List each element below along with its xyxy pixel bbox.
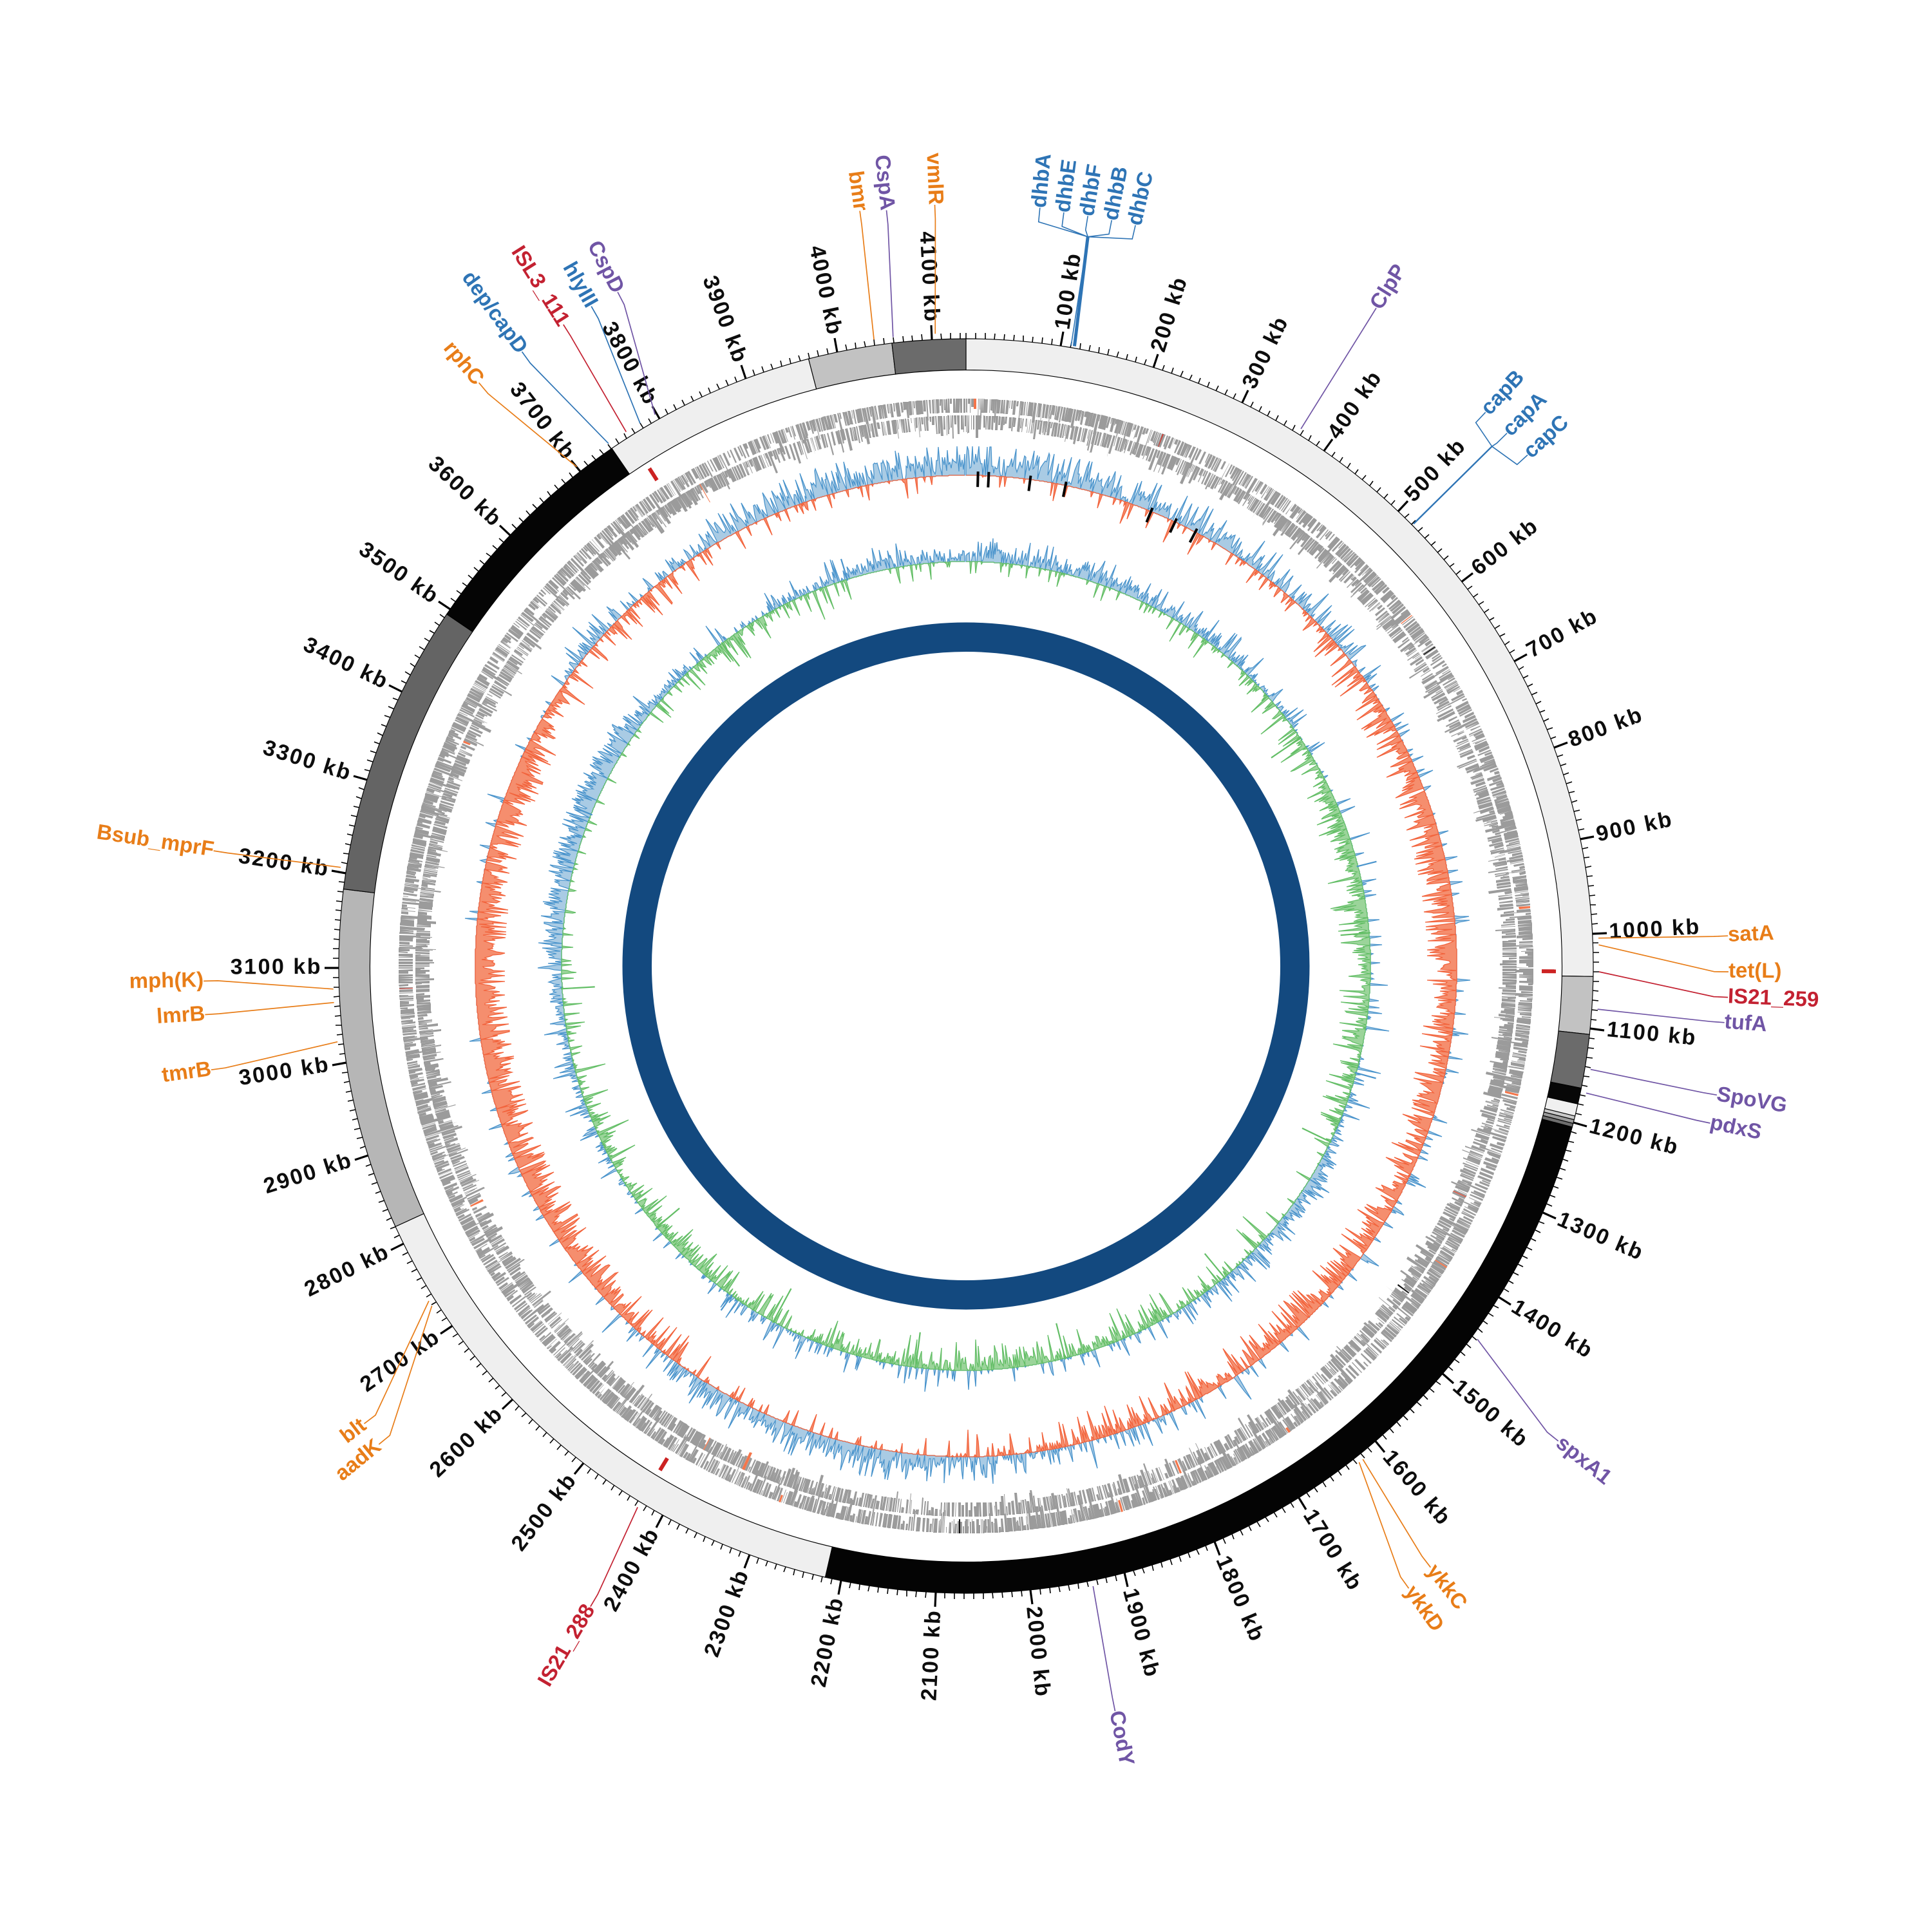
svg-text:IS21_259: IS21_259 — [1727, 983, 1819, 1011]
svg-text:mph(K): mph(K) — [129, 967, 204, 992]
svg-text:bmr: bmr — [844, 169, 873, 213]
svg-text:lmrB: lmrB — [156, 1001, 205, 1028]
svg-text:1000 kb: 1000 kb — [1609, 914, 1701, 943]
svg-text:4100 kb: 4100 kb — [915, 231, 945, 323]
svg-text:3100 kb: 3100 kb — [231, 954, 322, 979]
svg-text:dhbA: dhbA — [1027, 153, 1056, 209]
svg-text:tufA: tufA — [1724, 1009, 1768, 1036]
svg-text:CspA: CspA — [871, 154, 900, 212]
svg-text:vmlR: vmlR — [922, 152, 948, 205]
svg-text:satA: satA — [1727, 920, 1774, 946]
svg-text:2100 kb: 2100 kb — [916, 1609, 945, 1701]
svg-text:tet(L): tet(L) — [1728, 958, 1782, 983]
